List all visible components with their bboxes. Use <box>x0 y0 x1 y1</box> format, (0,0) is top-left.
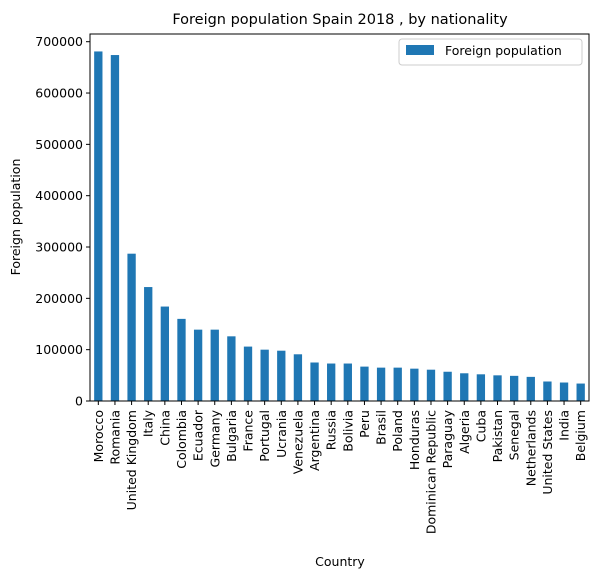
y-tick-label: 600000 <box>35 86 83 101</box>
bar-portugal <box>260 349 269 401</box>
legend-swatch <box>406 45 434 55</box>
bar-china <box>160 306 170 401</box>
bar-india <box>559 382 569 401</box>
x-tick-label-united-kingdom: United Kingdom <box>124 410 139 510</box>
bar-peru <box>360 366 369 401</box>
legend-box <box>398 38 583 66</box>
x-tick-label-russia: Russia <box>324 410 339 450</box>
x-axis-label: Country <box>315 554 365 569</box>
bar-cuba <box>476 374 486 401</box>
chart-title: Foreign population Spain 2018 , by natio… <box>172 12 508 28</box>
x-tick-label-portugal: Portugal <box>257 410 272 462</box>
bar-pakistan <box>493 375 502 401</box>
bars <box>94 51 585 402</box>
bar-romania <box>110 55 120 402</box>
x-tick-label-senegal: Senegal <box>507 410 522 460</box>
x-tick-label-pakistan: Pakistan <box>490 410 505 462</box>
x-tick-label-italy: Italy <box>141 409 156 437</box>
bar-russia <box>327 363 336 401</box>
bar-dominican-republic <box>426 369 436 401</box>
bar-belgium <box>576 383 585 401</box>
legend-entry-foreign-population: Foreign population <box>445 43 562 58</box>
y-axis-label: Foreign population <box>8 159 23 276</box>
bar-paraguay <box>443 371 452 401</box>
x-tick-label-bolivia: Bolivia <box>340 410 355 452</box>
x-tick-label-netherlands: Netherlands <box>523 410 538 486</box>
bar-honduras <box>410 368 419 401</box>
bar-algeria <box>460 373 469 401</box>
x-tick-label-china: China <box>157 410 172 446</box>
bar-ecuador <box>193 329 203 401</box>
x-tick-label-ucrania: Ucrania <box>274 410 289 458</box>
bar-bulgaria <box>227 336 236 401</box>
bar-morocco <box>94 51 103 401</box>
bar-poland <box>393 367 402 401</box>
x-tick-label-paraguay: Paraguay <box>440 409 455 468</box>
x-tick-label-dominican-republic: Dominican Republic <box>423 410 438 534</box>
y-tick-label: 300000 <box>35 240 83 255</box>
bar-senegal <box>509 375 519 401</box>
bar-germany <box>210 329 219 401</box>
x-tick-label-morocco: Morocco <box>91 410 106 462</box>
x-tick-label-ecuador: Ecuador <box>191 409 206 461</box>
bar-bolivia <box>343 363 352 401</box>
y-tick-label: 200000 <box>35 291 83 306</box>
bar-france <box>243 346 253 401</box>
x-tick-label-belgium: Belgium <box>573 410 588 461</box>
y-tick-label: 500000 <box>35 137 83 152</box>
y-tick-label: 400000 <box>35 188 83 203</box>
x-tick-label-honduras: Honduras <box>407 410 422 470</box>
x-tick-label-bulgaria: Bulgaria <box>224 410 239 462</box>
x-axis: Morocco Romania United Kingdom Italy China Co… <box>91 401 588 534</box>
x-tick-label-romania: Romania <box>107 410 122 465</box>
x-tick-label-peru: Peru <box>357 410 372 438</box>
x-tick-label-india: India <box>557 410 572 441</box>
bar-italy <box>144 287 153 401</box>
x-tick-label-venezuela: Venezuela <box>290 410 305 474</box>
x-tick-label-united-states: United States <box>540 410 555 495</box>
bar-argentina <box>310 362 319 401</box>
bar-colombia <box>177 318 186 401</box>
plot-frame <box>89 33 590 402</box>
bar-netherlands <box>526 376 535 401</box>
bar-brasil <box>376 367 386 401</box>
bar-united-states <box>543 381 552 401</box>
x-tick-label-france: France <box>241 410 256 452</box>
y-tick-label: 100000 <box>35 342 83 357</box>
x-tick-label-brasil: Brasil <box>374 410 389 445</box>
y-tick-label: 0 <box>75 394 83 409</box>
x-tick-label-cuba: Cuba <box>473 410 488 442</box>
bar-united-kingdom <box>127 253 136 401</box>
bar-venezuela <box>293 354 303 401</box>
x-tick-label-algeria: Algeria <box>457 410 472 454</box>
y-axis: 0 100000 200000 300000 400000 500000 600000 700… <box>35 34 90 409</box>
x-tick-label-colombia: Colombia <box>174 410 189 469</box>
y-tick-label: 700000 <box>35 34 83 49</box>
x-tick-label-poland: Poland <box>390 410 405 452</box>
x-tick-label-argentina: Argentina <box>307 410 322 471</box>
bar-ucrania <box>277 350 286 401</box>
x-tick-label-germany: Germany <box>207 409 222 467</box>
legend: Foreign population <box>398 38 583 66</box>
